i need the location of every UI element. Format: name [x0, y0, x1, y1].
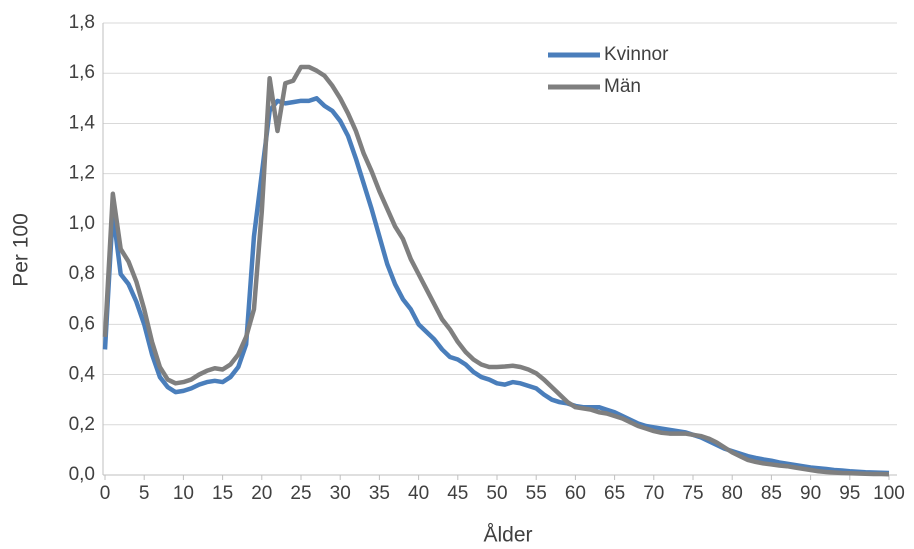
legend-label: Kvinnor: [604, 44, 669, 65]
x-tick-label: 40: [408, 483, 429, 504]
x-tick-label: 10: [173, 483, 194, 504]
x-tick-label: 15: [212, 483, 233, 504]
legend-label: Män: [604, 76, 641, 97]
x-tick-label: 55: [526, 483, 547, 504]
y-tick-label: 1,6: [69, 62, 95, 83]
y-tick-label: 0,6: [69, 313, 95, 334]
x-tick-label: 75: [682, 483, 703, 504]
y-tick-label: 1,2: [69, 163, 95, 184]
x-tick-label: 95: [839, 483, 860, 504]
y-tick-label: 0,2: [69, 414, 95, 435]
y-tick-label: 0,0: [69, 464, 95, 485]
y-tick-label: 0,8: [69, 263, 95, 284]
x-tick-label: 65: [604, 483, 625, 504]
x-tick-label: 50: [486, 483, 507, 504]
x-tick-label: 5: [139, 483, 150, 504]
x-tick-label: 90: [800, 483, 821, 504]
x-tick-label: 70: [643, 483, 664, 504]
y-tick-label: 1,0: [69, 213, 95, 234]
y-axis-label: Per 100: [10, 213, 33, 287]
x-tick-label: 45: [447, 483, 468, 504]
x-tick-label: 60: [565, 483, 586, 504]
x-tick-label: 25: [290, 483, 311, 504]
x-tick-label: 80: [722, 483, 743, 504]
y-tick-label: 1,4: [69, 112, 96, 133]
series-line: [102, 64, 890, 477]
y-tick-label: 0,4: [69, 364, 96, 385]
y-tick-label: 1,8: [69, 12, 95, 33]
x-tick-label: 20: [251, 483, 272, 504]
x-axis-label: Ålder: [483, 524, 532, 547]
x-tick-label: 0: [100, 483, 111, 504]
series-line: [102, 96, 890, 476]
x-tick-label: 30: [330, 483, 351, 504]
x-tick-label: 85: [761, 483, 782, 504]
x-tick-label: 35: [369, 483, 390, 504]
x-tick-label: 100: [873, 483, 905, 504]
